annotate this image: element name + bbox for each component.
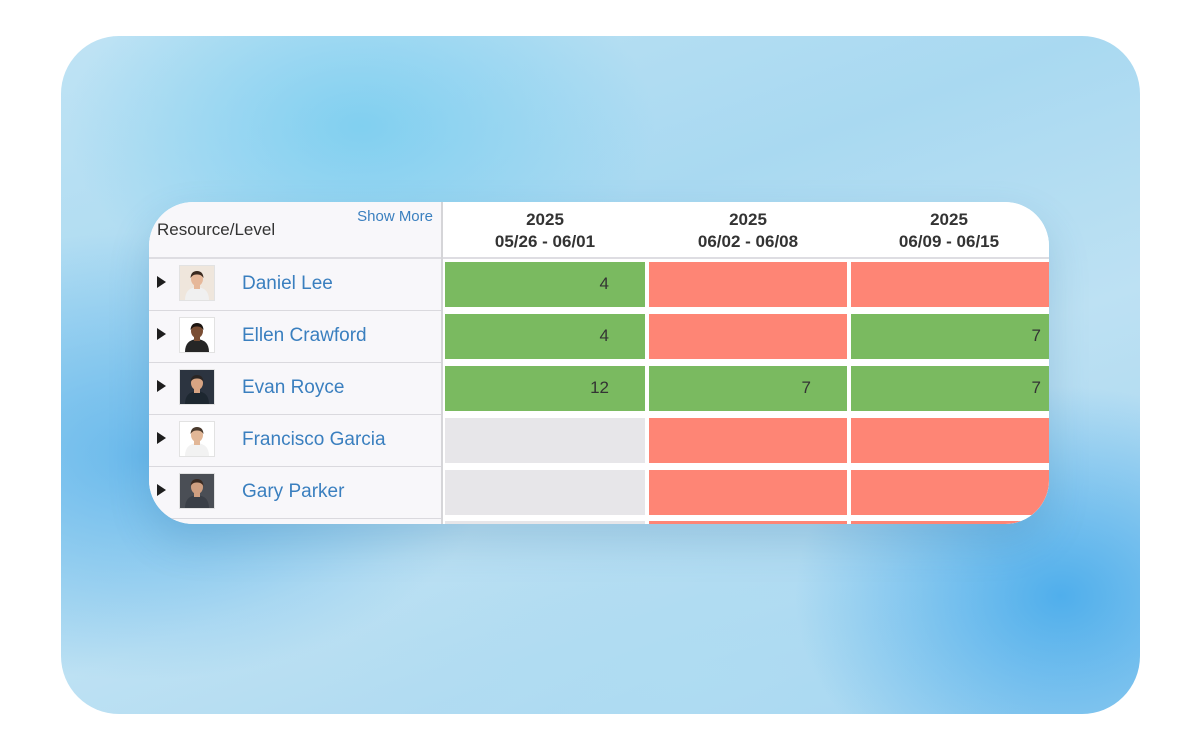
week-year: 2025: [729, 210, 767, 229]
allocation-hours: 7: [1031, 326, 1041, 345]
allocation-cell[interactable]: 4: [445, 314, 645, 359]
resource-name-link[interactable]: Ellen Crawford: [242, 325, 367, 346]
week-date-range: 06/02 - 06/08: [697, 232, 799, 251]
partial-allocation-cell: [851, 521, 1047, 524]
resource-row: Evan Royce: [149, 363, 441, 415]
expand-arrow-icon[interactable]: [157, 328, 166, 340]
allocation-cell[interactable]: [851, 418, 1049, 463]
expand-arrow-icon[interactable]: [157, 276, 166, 288]
resource-list-pane: Resource/Level Show More Daniel Lee Ellen…: [149, 202, 443, 524]
timeline-pane: 2025 05/26 - 06/01 2025 06/02 - 06/08 2025 06…: [443, 202, 1049, 524]
allocation-cell[interactable]: [851, 470, 1049, 515]
week-column-header: 2025 06/09 - 06/15: [849, 202, 1049, 259]
week-date-range: 06/09 - 06/15: [898, 232, 1000, 251]
allocation-cell[interactable]: [851, 262, 1049, 307]
allocation-cell[interactable]: [649, 314, 847, 359]
resource-row: Francisco Garcia: [149, 415, 441, 467]
partial-allocation-cell: [649, 521, 847, 524]
resource-list-header: Resource/Level Show More: [149, 202, 441, 259]
avatar: [179, 421, 215, 457]
resource-row: Ellen Crawford: [149, 311, 441, 363]
week-column-header: 2025 06/02 - 06/08: [647, 202, 849, 259]
resource-name-link[interactable]: Evan Royce: [242, 377, 345, 398]
week-year: 2025: [526, 210, 564, 229]
expand-arrow-icon[interactable]: [157, 380, 166, 392]
allocation-cell[interactable]: 7: [649, 366, 847, 411]
week-column-header: 2025 05/26 - 06/01: [443, 202, 647, 259]
show-more-link[interactable]: Show More: [357, 208, 433, 225]
resource-name-link[interactable]: Gary Parker: [242, 481, 345, 502]
allocation-cell[interactable]: 12: [445, 366, 645, 411]
resource-name-link[interactable]: Francisco Garcia: [242, 429, 386, 450]
partial-allocation-cell: [445, 521, 645, 524]
allocation-cell[interactable]: [649, 418, 847, 463]
resource-level-column-title: Resource/Level: [157, 220, 276, 239]
allocation-cell[interactable]: [649, 262, 847, 307]
resource-row: Daniel Lee: [149, 259, 441, 311]
allocation-hours: 4: [599, 326, 609, 345]
avatar: [179, 317, 215, 353]
resource-row: Gary Parker: [149, 467, 441, 519]
allocation-hours: 4: [599, 274, 609, 293]
allocation-cell[interactable]: [649, 470, 847, 515]
expand-arrow-icon[interactable]: [157, 484, 166, 496]
resource-name-link[interactable]: Daniel Lee: [242, 273, 333, 294]
allocation-cell[interactable]: 4: [445, 262, 645, 307]
expand-arrow-icon[interactable]: [157, 432, 166, 444]
allocation-hours: 7: [1031, 378, 1041, 397]
week-date-range: 05/26 - 06/01: [494, 232, 596, 251]
avatar: [179, 369, 215, 405]
allocation-cell[interactable]: 7: [851, 366, 1049, 411]
allocation-hours: 7: [801, 378, 811, 397]
week-year: 2025: [930, 210, 968, 229]
allocation-cell[interactable]: [445, 418, 645, 463]
allocation-cell[interactable]: 7: [851, 314, 1049, 359]
avatar: [179, 473, 215, 509]
allocation-hours: 12: [590, 378, 609, 397]
avatar: [179, 265, 215, 301]
resource-allocation-grid: Resource/Level Show More Daniel Lee Ellen…: [149, 202, 1049, 524]
allocation-cell[interactable]: [445, 470, 645, 515]
